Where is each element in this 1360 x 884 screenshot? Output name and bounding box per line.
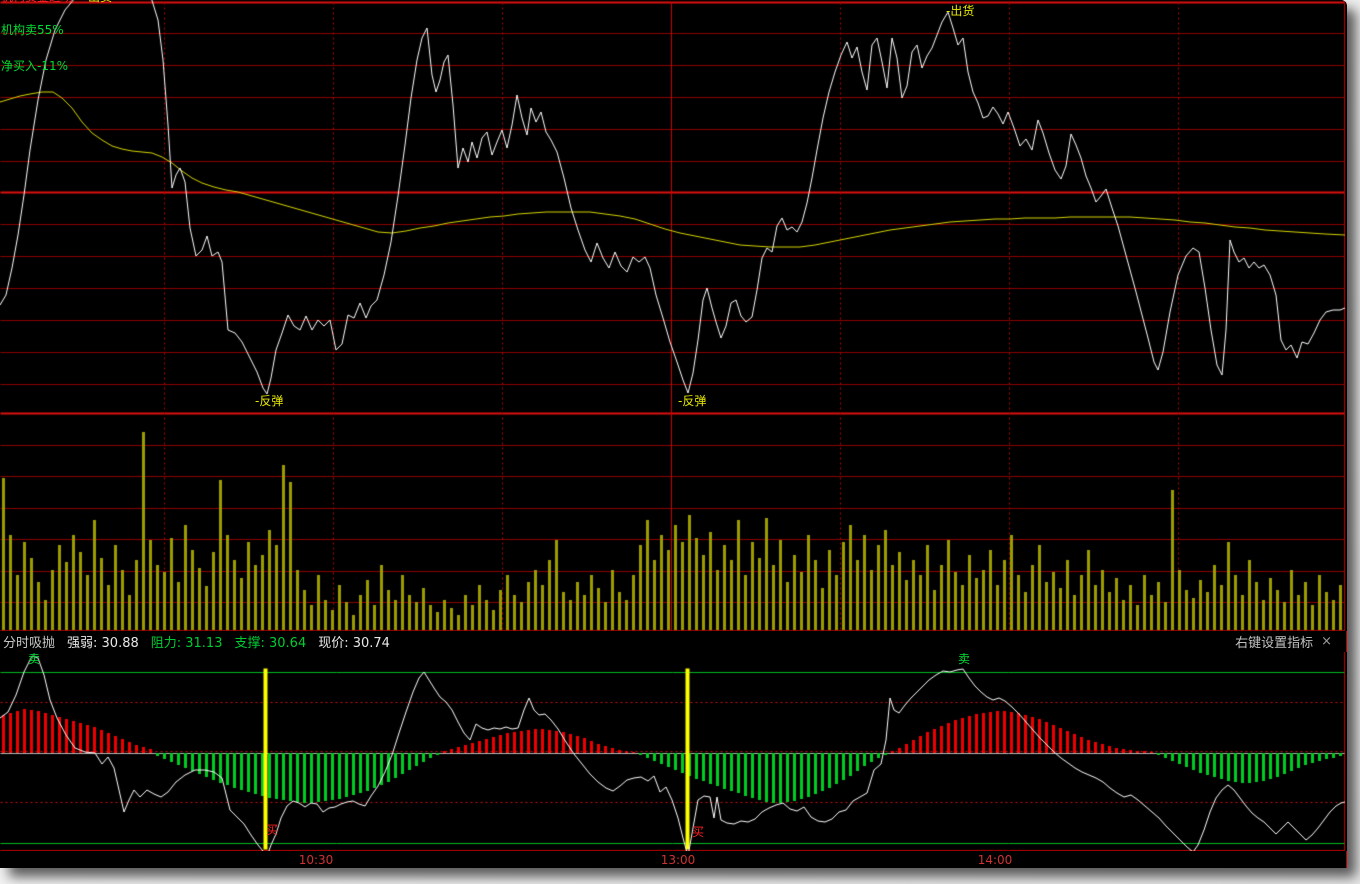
indicator-header-bar: 分时吸抛 强弱: 30.88 阻力: 31.13 支撑: 30.64 现价: 3… xyxy=(0,631,1347,652)
annotation-ship-out: -出货 xyxy=(946,4,975,18)
current-price-value: 现价: 30.74 xyxy=(318,636,390,651)
close-icon[interactable]: × xyxy=(1321,634,1332,649)
time-axis: 10:30 13:00 14:00 xyxy=(0,851,1347,868)
time-label: 13:00 xyxy=(660,853,696,867)
intraday-chart-canvas[interactable] xyxy=(0,0,1346,851)
right-click-settings-hint: 右键设置指标 xyxy=(1235,636,1314,651)
buy-signal-marker-1: 买 xyxy=(266,823,279,837)
annotation-institution-sell: 机构卖55% xyxy=(1,23,64,37)
time-label: 10:30 xyxy=(298,853,334,867)
time-label: 14:00 xyxy=(977,853,1013,867)
sell-signal-marker-2: 卖 xyxy=(958,652,971,666)
buy-signal-marker-2: 买 xyxy=(692,825,705,839)
annotation-clipped-red: 机构资金进场 xyxy=(1,0,73,4)
app-window: 机构资金进场 出货 机构卖55% 净买入-11% -出货 -反弹 -反弹 卖 卖… xyxy=(0,0,1347,868)
annotation-rebound-2: -反弹 xyxy=(678,394,707,408)
resistance-value: 阻力: 31.13 xyxy=(150,636,223,651)
strength-value: 强弱: 30.88 xyxy=(67,636,139,651)
annotation-rebound-1: -反弹 xyxy=(255,394,284,408)
sell-signal-marker-1: 卖 xyxy=(28,652,41,666)
annotation-clipped-yellow: 出货 xyxy=(88,0,112,4)
annotation-net-buy: 净买入-11% xyxy=(1,59,69,73)
indicator-name: 分时吸抛 xyxy=(3,636,56,651)
support-value: 支撑: 30.64 xyxy=(234,636,307,651)
